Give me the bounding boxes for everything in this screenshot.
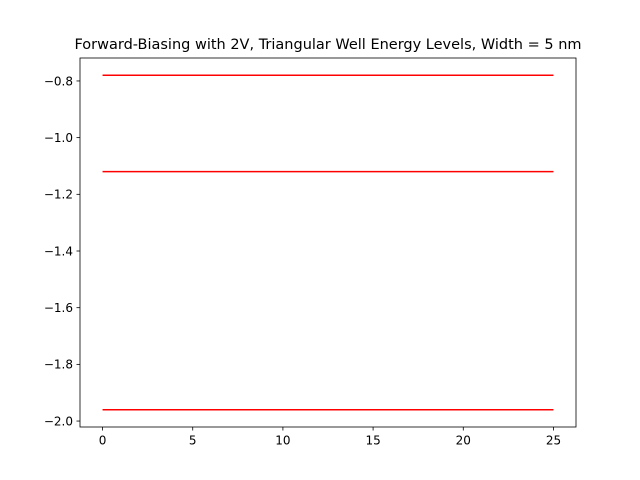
chart-title: Forward-Biasing with 2V, Triangular Well…	[74, 37, 581, 53]
plot-frame	[79, 57, 577, 428]
x-tick-label: 15	[365, 434, 380, 448]
y-tick-label: −1.4	[44, 244, 73, 258]
series-layer	[102, 74, 554, 411]
x-tick-label: 10	[275, 434, 290, 448]
x-tick-label: 20	[456, 434, 471, 448]
y-tick-label: −0.8	[44, 74, 73, 88]
y-tick-label: −1.6	[44, 301, 73, 315]
x-tick-label: 25	[546, 434, 561, 448]
y-tick-label: −1.8	[44, 358, 73, 372]
y-tick-label: −1.0	[44, 131, 73, 145]
y-tick-label: −2.0	[44, 414, 73, 428]
x-tick-label: 0	[99, 434, 107, 448]
x-axis: 0 5 10 15 20 25	[99, 427, 561, 448]
x-tick-label: 5	[189, 434, 197, 448]
y-axis: −2.0 −1.8 −1.6 −1.4 −1.2 −1.0 −0.8	[44, 74, 80, 428]
y-tick-label: −1.2	[44, 188, 73, 202]
